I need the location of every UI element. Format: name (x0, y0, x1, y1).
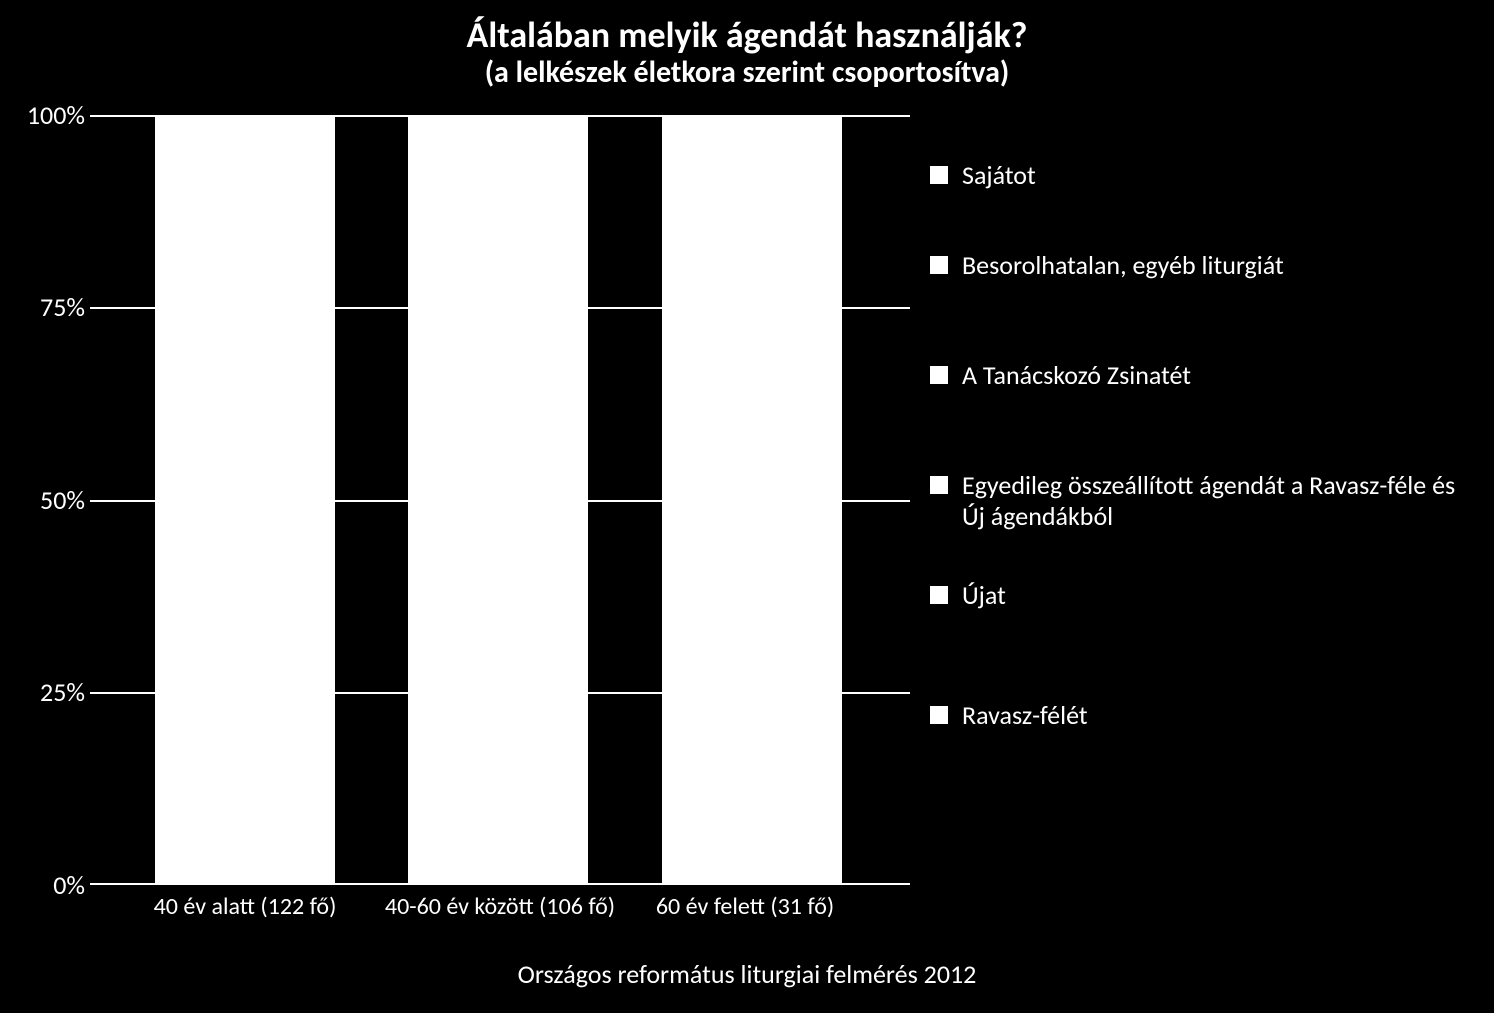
bar-column (662, 115, 842, 885)
bar-stack (408, 115, 588, 885)
bar-segment-egyedi (662, 192, 842, 346)
bar-column: 3% (155, 115, 335, 885)
bar-segment-uj (408, 346, 588, 616)
bar-segment-sajatot (662, 115, 842, 146)
bar-segment-uj (662, 346, 842, 577)
title-block: Általában melyik ágendát használják? (a … (0, 15, 1494, 91)
chart-title: Általában melyik ágendát használják? (0, 15, 1494, 56)
category-label: 60 év felett (31 fő) (615, 892, 875, 921)
category-label: 40 év alatt (122 fő) (115, 892, 375, 921)
legend-item: Újat (930, 580, 1006, 611)
bar-segment-uj (155, 346, 335, 654)
bar-column: 2% (408, 115, 588, 885)
bar-segment-egyeb (662, 146, 842, 169)
legend-label: Sajátot (962, 160, 1036, 191)
bar-segment-egyeb (155, 138, 335, 169)
y-tick-label: 100% (5, 99, 85, 131)
x-axis-line (90, 883, 910, 885)
legend-item: Sajátot (930, 160, 1036, 191)
bar-segment-ravasz (408, 616, 588, 886)
legend-marker-icon (930, 706, 948, 724)
legend-label: A Tanácskozó Zsinatét (962, 360, 1191, 391)
legend-marker-icon (930, 586, 948, 604)
chart-footer: Országos református liturgiai felmérés 2… (0, 958, 1494, 990)
bar-segment-zsinat (408, 161, 588, 192)
bar-segment-ravasz (155, 654, 335, 885)
legend-marker-icon (930, 166, 948, 184)
plot-area: 3% 2% (90, 115, 910, 885)
legend-item: Besorolhatalan, egyéb liturgiát (930, 250, 1284, 281)
y-tick-label: 0% (5, 869, 85, 901)
category-label: 40-60 év között (106 fő) (360, 892, 640, 921)
bar-segment-ravasz (662, 577, 842, 885)
chart-subtitle: (a lelkészek életkora szerint csoportosí… (0, 56, 1494, 91)
bar-segment-egyeb (408, 130, 588, 161)
legend-item: A Tanácskozó Zsinatét (930, 360, 1191, 391)
legend-marker-icon (930, 256, 948, 274)
y-tick-label: 50% (5, 484, 85, 516)
chart-container: Általában melyik ágendát használják? (a … (0, 0, 1494, 1013)
legend-item: Egyedileg összeállított ágendát a Ravasz… (930, 470, 1462, 532)
y-tick-label: 25% (5, 676, 85, 708)
legend-marker-icon (930, 366, 948, 384)
bar-stack (662, 115, 842, 885)
legend-marker-icon (930, 476, 948, 494)
legend-label: Besorolhatalan, egyéb liturgiát (962, 250, 1284, 281)
bar-segment-zsinat (662, 169, 842, 192)
bar-segment-egyedi (408, 192, 588, 346)
legend-item: Ravasz-félét (930, 700, 1088, 731)
bar-segment-sajatot (155, 115, 335, 138)
legend-label: Ravasz-félét (962, 700, 1088, 731)
y-tick-label: 75% (5, 291, 85, 323)
legend-label: Egyedileg összeállított ágendát a Ravasz… (962, 470, 1462, 532)
bar-segment-sajatot (408, 115, 588, 130)
legend-label: Újat (962, 580, 1006, 611)
bar-segment-egyedi (155, 192, 335, 346)
bars-row: 3% 2% (90, 115, 910, 885)
bar-stack (155, 115, 335, 885)
bar-segment-zsinat (155, 169, 335, 192)
